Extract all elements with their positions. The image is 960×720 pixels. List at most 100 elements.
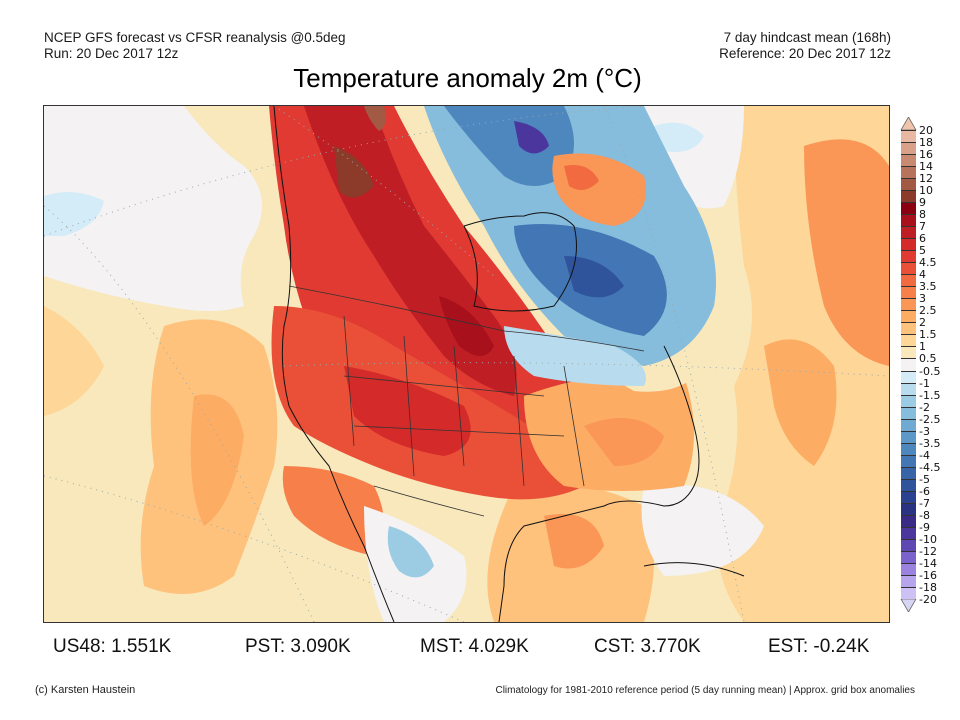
colorbar-tick-label: -4 (919, 448, 930, 462)
colorbar-tick-label: 7 (919, 220, 926, 234)
model-description: NCEP GFS forecast vs CFSR reanalysis @0.… (44, 30, 346, 45)
colorbar-extend-min-arrow (900, 599, 917, 612)
colorbar-tick-label: -10 (919, 532, 937, 546)
coastlines (273, 106, 745, 622)
copyright: (c) Karsten Haustein (35, 684, 136, 696)
colorbar-bin (901, 142, 916, 155)
nunavut-cold (444, 106, 574, 186)
run-time: Run: 20 Dec 2017 12z (44, 46, 179, 61)
colorbar-bin (901, 514, 916, 528)
climatology-note: Climatology for 1981-2010 reference peri… (495, 685, 915, 696)
colorbar-bin (901, 130, 916, 143)
colorbar-tick-label: 14 (919, 160, 933, 174)
colorbar-tick-label: -5 (919, 472, 930, 486)
colorbar-bin (901, 394, 916, 408)
colorbar-tick-label: -1 (919, 376, 930, 390)
colorbar-tick-label: 1.5 (919, 328, 937, 342)
colorbar: 20 18 16 14 12 10 9 8 7 6 5 4.5 4 3.5 3 2.5 2 1.5 1 0.5 -0.5… (899, 117, 959, 612)
colorbar-bin (901, 550, 916, 564)
colorbar-bin (901, 202, 916, 215)
colorbar-tick-label: 18 (919, 136, 933, 150)
pacific-coastline (273, 106, 395, 622)
colorbar-bin (901, 190, 916, 203)
southwest-desert-warm (282, 466, 384, 556)
colorbar-tick-label: -20 (919, 593, 937, 606)
gulf-warm-core (544, 514, 604, 569)
colorbar-bin (901, 250, 916, 263)
colorbar-tick-label: -6 (919, 484, 930, 498)
colorbar-tick-label: -2 (919, 400, 930, 414)
borders (288, 285, 645, 517)
colorbar-bin (901, 334, 916, 347)
yukon-extreme-warm (364, 106, 386, 131)
hudson-bay-warm-core (564, 165, 599, 190)
colorbar-tick-label: -14 (919, 556, 937, 570)
colorbar-bin (901, 262, 916, 275)
graticule-line (44, 106, 645, 237)
colorbar-tick-label: -16 (919, 568, 937, 582)
colorbar-tick-label: 3 (919, 292, 926, 306)
colorbar-tick-label: 0.5 (919, 352, 937, 366)
colorbar-bin (901, 442, 916, 456)
stat-est: EST: -0.24K (768, 636, 870, 657)
colorbar-tick-label: 12 (919, 172, 933, 186)
colorbar-bin (901, 274, 916, 287)
colorbar-tick-label: -0.5 (919, 364, 941, 378)
colorbar-bin (901, 310, 916, 323)
colorbar-bin (901, 454, 916, 468)
stat-mst: MST: 4.029K (420, 636, 529, 657)
colorbar-tick-label: 4 (919, 268, 926, 282)
colorbar-bin (901, 286, 916, 299)
colorbar-bin (901, 562, 916, 576)
colorbar-bin (901, 214, 916, 227)
colorbar-tick-label: 4.5 (919, 256, 937, 270)
pacific-cool-patch (44, 192, 104, 236)
cuba-coastline (643, 562, 745, 577)
anomaly-map (43, 105, 890, 623)
colorbar-tick-label: 10 (919, 184, 933, 198)
colorbar-tick-label: -4.5 (919, 460, 941, 474)
state-border (563, 365, 585, 487)
quebec-cold-core (564, 256, 624, 298)
colorbar-tick-label: 2.5 (919, 304, 937, 318)
colorbar-bin (901, 226, 916, 239)
colorbar-bin (901, 178, 916, 191)
graticule (44, 106, 889, 622)
pacific-neutral-zone (44, 106, 262, 311)
stat-pst: PST: 3.090K (245, 636, 351, 657)
colorbar-tick-label: 16 (919, 148, 933, 162)
colorbar-tick-label: 20 (919, 124, 933, 137)
colorbar-tick-label: -7 (919, 496, 930, 510)
graticule-line (283, 362, 889, 377)
colorbar-bin (901, 154, 916, 167)
colorbar-bin (901, 406, 916, 420)
colorbar-tick-label: 1 (919, 340, 926, 354)
colorbar-bin (901, 478, 916, 492)
map-title: Temperature anomaly 2m (°C) (293, 63, 642, 93)
colorbar-extend-max-arrow (900, 117, 917, 130)
colorbar-tick-label: 2 (919, 316, 926, 330)
colorbar-tick-label: -2.5 (919, 412, 941, 426)
pacific-warm-west (44, 306, 104, 416)
atlantic-gulf-coastline (498, 345, 700, 622)
stat-cst: CST: 3.770K (594, 636, 701, 657)
colorbar-tick-label: 6 (919, 232, 926, 246)
colorbar-tick-label: -1.5 (919, 388, 941, 402)
state-border (513, 355, 525, 487)
stat-us48: US48: 1.551K (53, 636, 172, 657)
colorbar-bin (901, 166, 916, 179)
colorbar-bin (901, 430, 916, 444)
colorbar-bin (901, 574, 916, 588)
atlantic-warm-core (804, 139, 889, 366)
state-border (343, 315, 355, 447)
colorbar-bin (901, 418, 916, 432)
model-info: NCEP GFS forecast vs CFSR reanalysis @0.… (44, 30, 346, 62)
southeast-warm-core (584, 418, 664, 466)
colorbar-tick-label: 8 (919, 208, 926, 222)
colorbar-tick-label: -3.5 (919, 436, 941, 450)
colorbar-bin (901, 322, 916, 335)
us-canada-border (288, 285, 505, 332)
colorbar-bin (901, 346, 916, 359)
colorbar-bin (901, 586, 916, 600)
hudson-bay-coastline (463, 212, 577, 312)
